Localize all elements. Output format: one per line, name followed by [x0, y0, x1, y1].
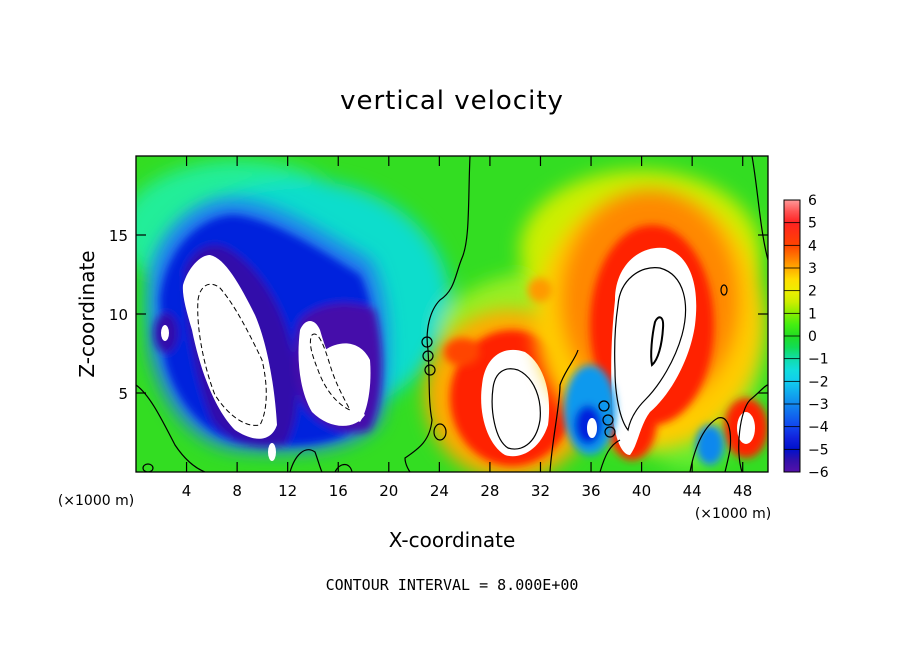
colorbar-label: −5 — [808, 442, 829, 458]
x-axis: 4 8 12 16 20 24 28 32 36 40 44 48 — [182, 156, 752, 500]
chart-title: vertical velocity — [340, 86, 564, 116]
x-tick-label: 28 — [480, 482, 499, 500]
colorbar-label: −4 — [808, 420, 829, 436]
colorbar: 6 5 4 3 2 1 0 −1 −2 −3 −4 −5 −6 — [783, 193, 829, 481]
x-tick-label: 12 — [278, 482, 297, 500]
x-tick-label: 36 — [581, 482, 600, 500]
y-axis: 5 10 15 — [109, 227, 768, 403]
colorbar-label: 4 — [808, 238, 817, 254]
y-axis-label: Z-coordinate — [75, 250, 99, 377]
x-tick-label: 48 — [733, 482, 752, 500]
x-tick-label: 40 — [632, 482, 651, 500]
y-tick-label: 10 — [109, 306, 128, 324]
colorbar-label: −1 — [808, 352, 829, 368]
x-unit-right: (×1000 m) — [695, 506, 771, 522]
colorbar-label: 1 — [808, 306, 817, 322]
y-tick-label: 5 — [118, 385, 128, 403]
colorbar-label: 3 — [808, 261, 817, 277]
x-tick-label: 24 — [430, 482, 449, 500]
colorbar-label: −3 — [808, 397, 829, 413]
contour-interval-note: CONTOUR INTERVAL = 8.000E+00 — [325, 576, 579, 594]
x-tick-label: 44 — [683, 482, 702, 500]
colorbar-label: 2 — [808, 284, 817, 300]
x-tick-label: 4 — [182, 482, 192, 500]
x-unit-left: (×1000 m) — [58, 493, 134, 509]
colorbar-label: −2 — [808, 374, 829, 390]
x-tick-label: 20 — [379, 482, 398, 500]
colorbar-label: 0 — [808, 329, 817, 345]
y-tick-label: 15 — [109, 227, 128, 245]
x-tick-label: 8 — [232, 482, 242, 500]
x-axis-label: X-coordinate — [389, 528, 516, 552]
x-tick-label: 32 — [531, 482, 550, 500]
colorbar-label: −6 — [808, 465, 829, 481]
colorbar-label: 5 — [808, 216, 817, 232]
colorbar-label: 6 — [808, 193, 817, 209]
x-tick-label: 16 — [329, 482, 348, 500]
velocity-field — [136, 156, 768, 472]
